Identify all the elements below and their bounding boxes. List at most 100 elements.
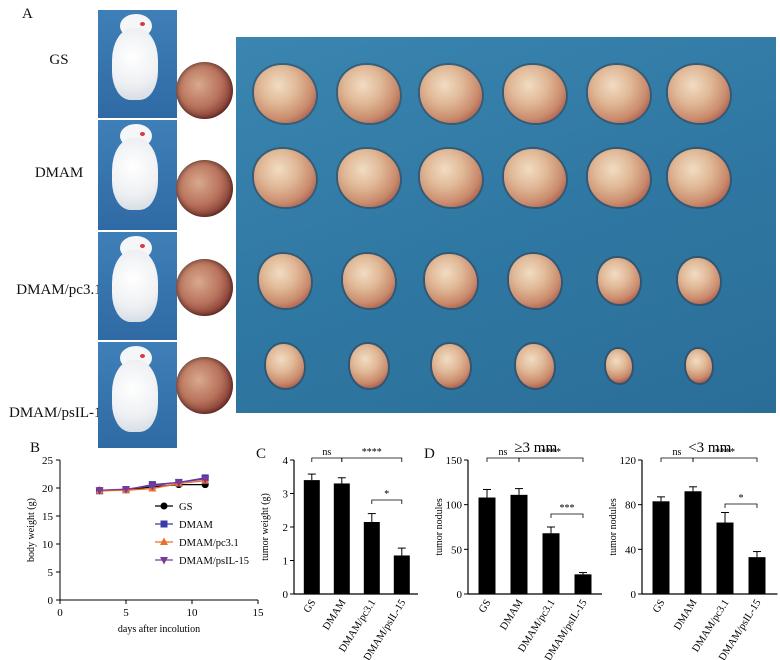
tissue-photo-dmam-pc31 xyxy=(176,259,233,316)
tumor-specimen xyxy=(266,344,304,388)
tumor-specimen xyxy=(598,258,640,304)
tumor-specimen xyxy=(504,149,566,207)
significance-bracket xyxy=(371,499,403,504)
bar xyxy=(510,494,528,594)
panel-a-label: A xyxy=(22,6,33,22)
mouse-photo-dmam-psil15 xyxy=(98,342,177,448)
row-label-gs: GS xyxy=(49,52,69,68)
tumor-specimen xyxy=(606,349,632,383)
y-axis-label: tumor nodules xyxy=(608,498,619,556)
mouse-photo-dmam xyxy=(98,120,177,230)
tumor-specimen xyxy=(588,65,650,123)
tumor-specimen xyxy=(259,254,311,308)
legend-marker xyxy=(160,537,168,545)
x-tick-label: DMAM xyxy=(321,597,349,632)
panel-c-label: C xyxy=(256,446,267,462)
tumor-specimen xyxy=(254,65,316,123)
y-tick-label: 20 xyxy=(42,483,54,495)
data-point xyxy=(148,482,157,491)
y-axis-label: tumor weight (g) xyxy=(260,493,271,561)
legend-marker xyxy=(160,557,168,565)
significance-label: ns xyxy=(673,447,682,458)
tumor-specimen xyxy=(516,344,554,388)
y-tick-label: 3 xyxy=(283,489,289,501)
significance-bracket xyxy=(724,503,758,508)
legend-label: DMAM xyxy=(179,520,214,531)
significance-bracket xyxy=(486,457,520,462)
y-tick-label: 5 xyxy=(48,567,54,579)
tumor-specimen xyxy=(254,149,316,207)
tumor-specimen xyxy=(588,149,650,207)
chart-title: <3 mm xyxy=(688,440,731,456)
tumor-specimen xyxy=(678,258,720,304)
significance-bracket xyxy=(311,457,343,462)
mouse-photo-dmam-pc31 xyxy=(98,232,177,340)
tumor-specimen xyxy=(425,254,477,308)
bar xyxy=(748,557,766,594)
significance-label: **** xyxy=(362,448,382,458)
y-tick-label: 0 xyxy=(48,595,54,607)
bar xyxy=(333,483,350,594)
y-tick-label: 1 xyxy=(283,556,289,568)
y-tick-label: 25 xyxy=(42,455,54,467)
bar xyxy=(542,533,560,594)
y-axis-label: tumor nodules xyxy=(434,498,445,556)
significance-label: ns xyxy=(322,448,331,458)
tumor-specimen xyxy=(338,65,400,123)
bar xyxy=(574,574,592,594)
significance-bracket xyxy=(550,513,584,518)
y-tick-label: 0 xyxy=(631,589,637,601)
body-weight-chart: 0 5 10 15 20 25 0 5 10 15 days after incolution bod… xyxy=(26,455,264,635)
y-tick-label: 2 xyxy=(283,522,289,534)
row-label-dmam: DMAM xyxy=(34,165,84,181)
significance-label: **** xyxy=(715,447,735,458)
bar xyxy=(716,522,734,594)
tissue-photo-gs xyxy=(176,62,233,119)
panel-b-label: B xyxy=(30,440,41,456)
tissue-photo-dmam xyxy=(176,160,233,217)
tumor-specimen xyxy=(343,254,395,308)
tumor-specimen xyxy=(338,149,400,207)
significance-bracket xyxy=(341,457,403,462)
x-tick-label: 5 xyxy=(123,607,129,619)
tumor-specimen xyxy=(420,65,482,123)
significance-label: **** xyxy=(541,447,561,458)
data-point xyxy=(122,486,130,494)
tissue-photo-dmam-psil15 xyxy=(176,357,233,414)
significance-label: ns xyxy=(499,447,508,458)
panel-d-label: D xyxy=(424,446,435,462)
x-tick-label: GS xyxy=(477,598,494,615)
y-axis-label: body weight (g) xyxy=(26,498,37,562)
row-label-dmam-psil15: DMAM/psIL-15 xyxy=(9,405,109,421)
y-tick-label: 80 xyxy=(625,500,637,512)
x-tick-label: DMAM xyxy=(498,597,526,632)
y-tick-label: 120 xyxy=(620,455,637,467)
data-point xyxy=(201,476,210,484)
data-point xyxy=(174,479,183,487)
data-point xyxy=(95,487,104,495)
y-tick-label: 50 xyxy=(451,544,463,556)
x-tick-label: GS xyxy=(302,598,319,615)
significance-bracket xyxy=(518,457,584,462)
bar xyxy=(363,521,380,594)
legend-label: DMAM/pc3.1 xyxy=(179,538,239,549)
bar xyxy=(652,501,670,594)
bar xyxy=(303,480,320,594)
y-tick-label: 10 xyxy=(42,539,54,551)
tumor-specimen xyxy=(668,149,730,207)
y-tick-label: 15 xyxy=(42,511,54,523)
y-tick-label: 150 xyxy=(446,455,463,467)
legend-marker xyxy=(160,520,168,528)
significance-label: *** xyxy=(560,503,575,514)
tumor-specimen xyxy=(432,344,470,388)
legend-marker xyxy=(160,502,168,510)
x-axis-label: days after incolution xyxy=(118,624,200,635)
y-tick-label: 4 xyxy=(283,455,289,467)
y-tick-label: 0 xyxy=(283,589,289,601)
tumor-specimen xyxy=(350,344,388,388)
tumor-specimen-photo xyxy=(236,37,776,413)
row-label-dmam-pc31: DMAM/pc3.1 xyxy=(16,282,102,298)
